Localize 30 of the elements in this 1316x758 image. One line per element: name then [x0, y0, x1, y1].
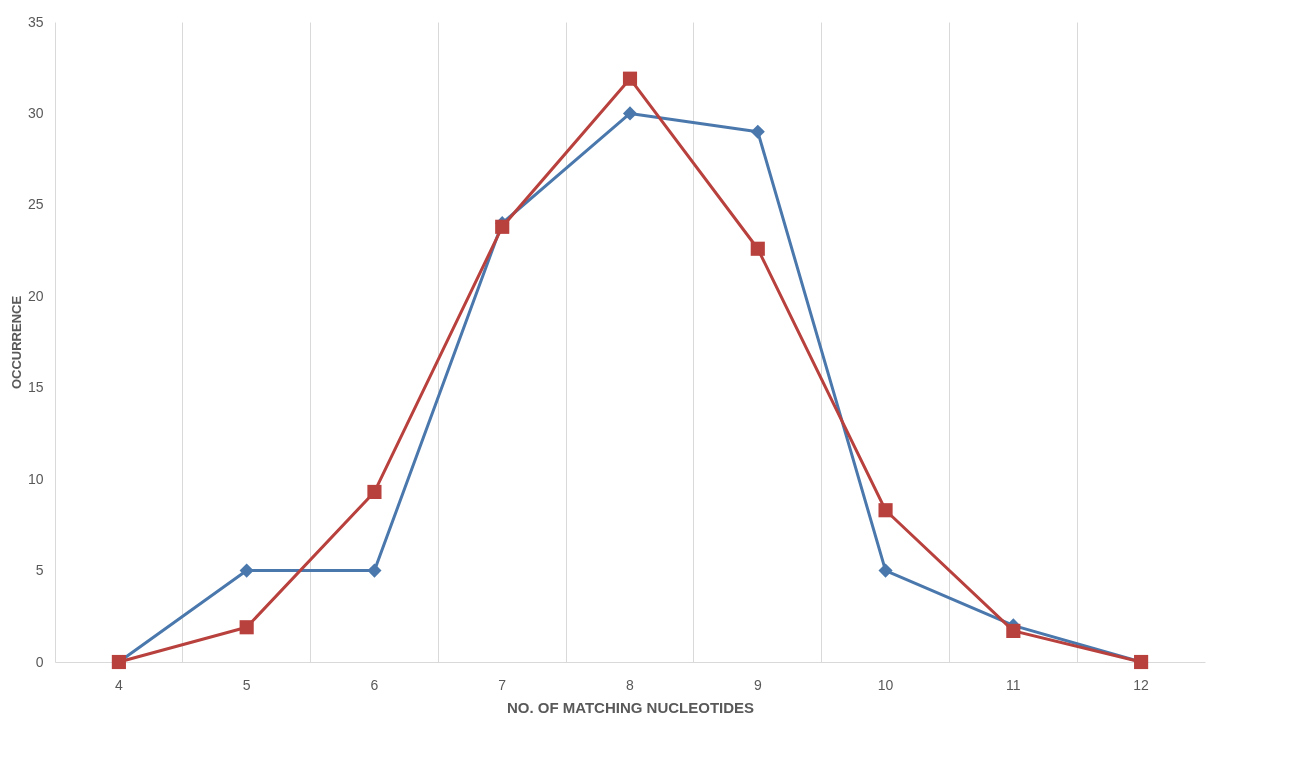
point	[239, 620, 254, 635]
x-tick-label: 8	[626, 676, 635, 693]
point	[878, 503, 893, 518]
point	[622, 106, 638, 121]
x-tick-label: 10	[877, 676, 894, 693]
x-tick-label: 6	[370, 676, 379, 693]
x-tick-label: 5	[242, 676, 251, 693]
point	[750, 124, 765, 139]
point	[750, 241, 765, 256]
point	[622, 71, 638, 86]
y-tick-label: 15	[27, 379, 44, 396]
x-tick-label: 9	[753, 676, 762, 693]
x-tick-label: 12	[1133, 676, 1150, 693]
y-tick-label: 20	[27, 287, 44, 304]
point	[878, 563, 893, 578]
y-tick-label: 30	[27, 104, 44, 121]
point	[1006, 623, 1021, 638]
x-tick-label: 4	[114, 676, 123, 693]
point	[239, 563, 254, 578]
point	[367, 563, 382, 578]
point	[367, 484, 382, 500]
y-axis-title: OCCURRENCE	[8, 295, 24, 390]
y-tick-label: 5	[35, 562, 44, 579]
y-tick-label: 25	[27, 196, 44, 213]
x-tick-label: 11	[1006, 676, 1021, 693]
x-tick-label: 7	[498, 676, 507, 693]
y-tick-label: 0	[35, 653, 44, 670]
y-tick-label: 10	[27, 470, 44, 487]
x-axis-title: NO. OF MATCHING NUCLEOTIDES	[506, 698, 755, 716]
y-tick-label: 35	[27, 13, 44, 30]
